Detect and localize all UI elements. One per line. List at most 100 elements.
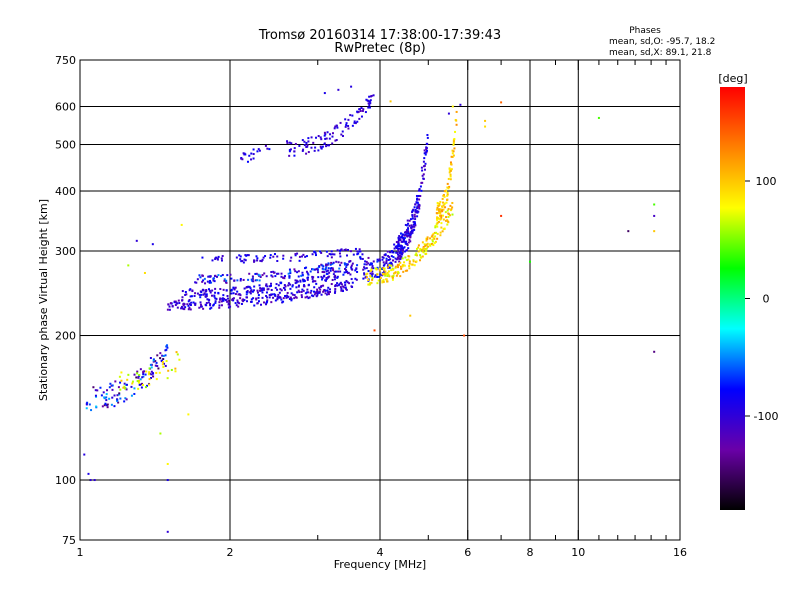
data-point — [234, 302, 237, 305]
data-point — [321, 145, 324, 148]
data-point — [445, 201, 448, 204]
data-point — [447, 187, 450, 190]
data-point — [340, 261, 343, 264]
data-point — [367, 262, 370, 265]
data-point — [384, 253, 387, 256]
data-point — [167, 303, 170, 306]
data-point — [389, 100, 392, 103]
data-point — [108, 386, 111, 389]
data-point — [442, 218, 445, 221]
data-point — [169, 302, 172, 305]
data-point — [321, 277, 324, 280]
data-point — [446, 223, 449, 226]
data-point — [344, 287, 347, 290]
data-point — [86, 401, 89, 404]
data-point — [233, 288, 236, 291]
data-point — [401, 265, 404, 268]
y-axis-label: Stationary phase Virtual Height [km] — [37, 199, 50, 401]
data-point — [331, 278, 334, 281]
data-point — [397, 249, 400, 252]
data-point — [398, 238, 401, 241]
data-point — [201, 274, 204, 277]
data-point — [365, 260, 368, 263]
data-point — [295, 279, 298, 282]
data-point — [277, 293, 280, 296]
data-point — [309, 291, 312, 294]
data-point — [304, 292, 307, 295]
data-point — [338, 252, 341, 255]
data-point — [295, 286, 298, 289]
data-point — [345, 263, 348, 266]
data-point — [403, 238, 406, 241]
data-point — [297, 285, 300, 288]
data-point — [256, 259, 259, 262]
data-point — [370, 269, 373, 272]
data-point — [166, 344, 169, 347]
data-point — [425, 243, 428, 246]
data-point — [260, 303, 263, 306]
data-point — [438, 214, 441, 217]
data-point — [202, 279, 205, 282]
data-point — [394, 245, 397, 248]
data-point — [155, 378, 158, 381]
data-point — [189, 295, 192, 298]
x-tick-label: 8 — [527, 546, 534, 559]
data-point — [424, 153, 427, 156]
data-point — [414, 222, 417, 225]
data-point — [270, 271, 273, 274]
data-point — [529, 260, 531, 263]
data-point — [320, 293, 323, 296]
data-point — [301, 288, 304, 291]
data-point — [358, 108, 361, 111]
data-point — [429, 237, 432, 240]
data-point — [305, 141, 308, 144]
data-point — [420, 256, 423, 259]
data-point — [207, 301, 210, 304]
data-point — [306, 272, 309, 275]
data-point — [224, 299, 227, 302]
data-point — [323, 134, 326, 137]
data-point — [161, 363, 164, 366]
data-point — [199, 293, 202, 296]
data-point — [237, 293, 240, 296]
data-point — [186, 303, 189, 306]
data-point — [242, 278, 245, 281]
data-point — [276, 255, 279, 258]
data-point — [484, 119, 487, 122]
data-point — [377, 275, 380, 278]
data-point — [331, 267, 334, 270]
colorbar-tick-label: 100 — [756, 175, 777, 188]
data-point — [340, 287, 343, 290]
data-point — [250, 300, 253, 303]
data-point — [293, 147, 296, 150]
data-point — [328, 271, 331, 274]
data-point — [214, 291, 217, 294]
data-point — [441, 205, 444, 208]
data-point — [397, 237, 400, 240]
data-point — [270, 274, 273, 277]
data-point — [392, 274, 395, 277]
data-point — [258, 149, 261, 152]
data-point — [390, 250, 393, 253]
data-point — [354, 269, 357, 272]
data-point — [447, 112, 450, 115]
data-point — [127, 373, 130, 376]
data-point — [435, 231, 438, 234]
data-point — [335, 124, 338, 127]
data-point — [212, 279, 215, 282]
data-point — [338, 283, 341, 286]
data-point — [310, 136, 313, 139]
data-point — [187, 300, 190, 303]
data-point — [337, 88, 340, 91]
data-point — [205, 290, 208, 293]
data-point — [225, 279, 228, 282]
data-point — [226, 295, 229, 298]
data-point — [220, 304, 223, 307]
data-point — [362, 268, 365, 271]
data-point — [246, 290, 249, 293]
data-point — [347, 127, 350, 130]
data-point — [293, 297, 296, 300]
data-point — [453, 147, 456, 150]
data-point — [233, 279, 236, 282]
